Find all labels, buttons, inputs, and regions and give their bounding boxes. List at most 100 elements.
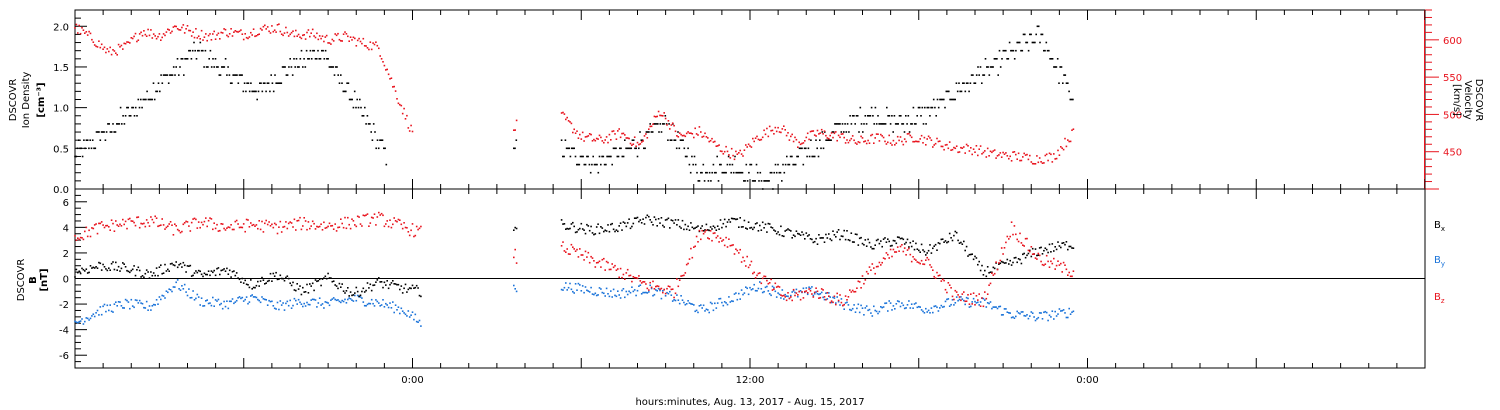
data-point-by [615, 295, 618, 298]
data-point-ion-density [712, 163, 715, 166]
data-point-by [923, 312, 926, 314]
data-point-bx [414, 286, 417, 289]
data-point-velocity [363, 45, 366, 47]
data-point-by [318, 297, 321, 299]
data-point-bz [738, 252, 740, 254]
data-point-by [580, 290, 583, 292]
data-point-bz [105, 224, 107, 227]
data-point-bx [805, 232, 808, 234]
data-point-ion-density [584, 163, 587, 166]
data-point-by [704, 310, 706, 312]
data-point-bz [176, 228, 179, 231]
data-point-bz [694, 245, 696, 248]
data-point-bx [264, 283, 266, 285]
data-point-by [680, 295, 682, 297]
data-point-velocity [631, 144, 633, 146]
data-point-ion-density [781, 180, 783, 182]
data-point-ion-density [620, 147, 622, 150]
data-point-ion-density [639, 131, 641, 133]
data-point-bz [709, 230, 712, 232]
data-point-ion-density [678, 147, 681, 150]
data-point-ion-density [719, 163, 721, 166]
data-point-bx [812, 241, 815, 244]
data-point-by [975, 302, 978, 304]
data-point-by [303, 302, 305, 305]
data-point-ion-density [694, 163, 697, 166]
data-point-velocity [903, 138, 906, 140]
data-point-ion-density [319, 58, 322, 60]
data-point-ion-density [992, 66, 994, 68]
data-point-ion-density [710, 180, 712, 182]
data-point-bx [799, 234, 802, 236]
data-point-by [633, 289, 636, 291]
data-point-ion-density [1043, 49, 1045, 52]
data-point-bz [729, 244, 732, 247]
data-point-by [626, 293, 629, 296]
data-point-velocity [1027, 158, 1030, 161]
data-point-by [718, 298, 720, 300]
data-point-bx [119, 270, 121, 272]
data-point-velocity [677, 136, 680, 138]
data-point-bz [79, 236, 82, 239]
data-point-by [835, 302, 837, 304]
data-point-bz [130, 220, 133, 222]
data-point-bx [723, 218, 726, 221]
data-point-bx [697, 225, 699, 227]
data-point-velocity [192, 31, 194, 33]
data-point-bx [330, 277, 332, 279]
data-point-by [583, 291, 585, 294]
data-point-velocity [828, 137, 830, 140]
data-point-ion-density [798, 147, 801, 150]
data-point-bz [687, 262, 689, 265]
data-point-by [825, 292, 827, 294]
data-point-bx [902, 238, 905, 241]
data-point-ion-density [825, 139, 827, 141]
data-point-by [943, 305, 945, 308]
data-point-bz [584, 250, 587, 253]
data-point-ion-density [627, 147, 630, 150]
data-point-by [733, 293, 736, 295]
data-point-by [785, 295, 788, 297]
data-point-ion-density [608, 155, 611, 158]
data-point-ion-density [624, 139, 626, 141]
data-point-bx [677, 219, 680, 221]
plasma-ylabel-right-line2: Velocity [1462, 80, 1473, 119]
data-point-ion-density [792, 163, 794, 166]
data-point-by [908, 300, 910, 302]
data-point-ion-density [784, 163, 787, 166]
data-point-bz [372, 217, 374, 219]
data-point-bz [167, 225, 169, 227]
data-point-velocity [1051, 161, 1054, 163]
data-point-by [927, 309, 930, 312]
data-point-velocity [695, 133, 698, 135]
data-point-bx [302, 286, 304, 289]
data-point-velocity [324, 36, 327, 38]
data-point-ion-density [85, 139, 88, 141]
data-point-ion-density [669, 139, 672, 141]
data-point-velocity [754, 137, 757, 139]
data-point-ion-density [183, 74, 185, 76]
data-point-velocity [929, 137, 931, 139]
data-point-bz [614, 264, 616, 267]
data-point-bx [1017, 258, 1020, 260]
data-point-bx [912, 240, 914, 242]
data-point-velocity [728, 154, 730, 156]
data-point-ion-density [175, 66, 177, 68]
data-point-ion-density [870, 106, 873, 109]
data-point-by [324, 301, 327, 303]
data-point-ion-density [1007, 58, 1010, 60]
data-point-bx [79, 272, 82, 275]
data-point-bx [766, 231, 768, 233]
data-point-bx [513, 229, 515, 231]
data-point-bz [186, 221, 189, 223]
data-point-ion-density [95, 131, 98, 133]
data-point-by [321, 303, 324, 305]
data-point-ion-density [1055, 66, 1058, 68]
data-point-bx [230, 276, 232, 278]
data-point-bx [629, 227, 632, 230]
field-data [74, 211, 1075, 327]
data-point-bx [835, 236, 837, 238]
data-point-bx [670, 219, 673, 221]
data-point-bx [172, 264, 175, 266]
data-point-bx [133, 265, 135, 267]
